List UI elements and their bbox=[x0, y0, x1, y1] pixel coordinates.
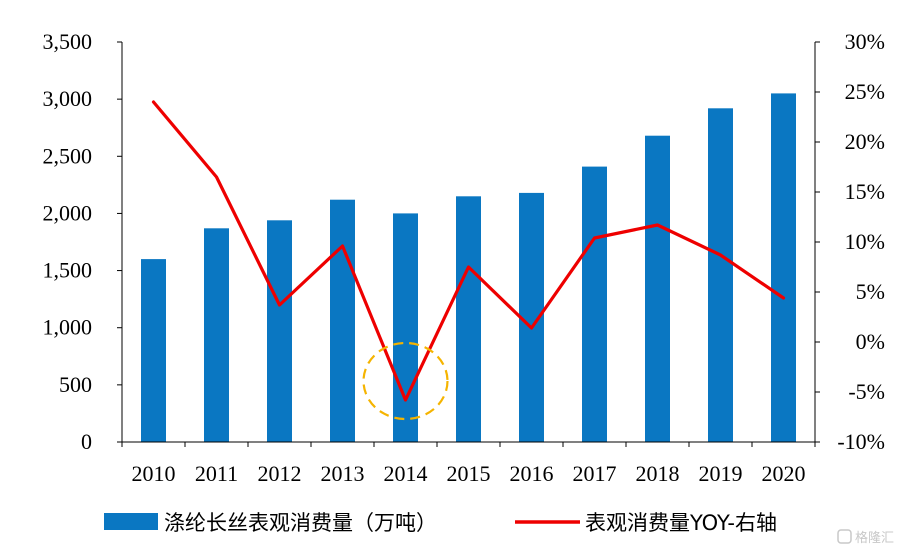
right-tick-label: -5% bbox=[848, 379, 885, 404]
left-tick-label: 1,000 bbox=[43, 315, 93, 340]
annotation-group bbox=[362, 341, 449, 421]
x-tick-label-2011: 2011 bbox=[195, 461, 238, 486]
bar-2013 bbox=[330, 199, 355, 442]
x-tick-label-2019: 2019 bbox=[699, 461, 743, 486]
right-tick-label: 10% bbox=[845, 229, 885, 254]
right-tick-label: -10% bbox=[837, 429, 885, 454]
bar-2014 bbox=[393, 213, 418, 442]
right-tick-label: 30% bbox=[845, 29, 885, 54]
legend-bar-swatch bbox=[104, 513, 158, 530]
bar-2010 bbox=[141, 259, 166, 442]
axes: 0 500 1,000 1,500 2,000 2,500 3,000 3,500 -10% -5… bbox=[43, 29, 886, 486]
bar-2018 bbox=[645, 135, 670, 442]
bar-2011 bbox=[204, 228, 229, 442]
x-tick-label-2013: 2013 bbox=[321, 461, 365, 486]
left-tick-label: 2,000 bbox=[43, 200, 93, 225]
left-tick-label: 500 bbox=[59, 372, 92, 397]
x-tick-label-2014: 2014 bbox=[384, 461, 428, 486]
x-tick-label-2017: 2017 bbox=[573, 461, 617, 486]
x-tick-label-2018: 2018 bbox=[636, 461, 680, 486]
legend-line-label: 表观消费量YOY-右轴 bbox=[585, 511, 777, 535]
left-tick-label: 3,500 bbox=[43, 29, 93, 54]
watermark-logo-icon bbox=[837, 529, 852, 544]
left-tick-label: 3,000 bbox=[43, 86, 93, 111]
watermark-text: 格隆汇 bbox=[855, 530, 894, 546]
yoy-line-group bbox=[151, 100, 786, 402]
bar-group bbox=[141, 93, 796, 443]
right-tick-label: 20% bbox=[845, 129, 885, 154]
legend-bar-label: 涤纶长丝表观消费量（万吨） bbox=[164, 511, 437, 535]
annotation-dashed-circle bbox=[362, 341, 449, 421]
left-tick-label: 2,500 bbox=[43, 143, 93, 168]
right-tick-label: 25% bbox=[845, 79, 885, 104]
bar-2015 bbox=[456, 196, 481, 442]
right-tick-label: 5% bbox=[856, 279, 885, 304]
bar-2017 bbox=[582, 166, 607, 442]
right-tick-label: 0% bbox=[856, 329, 885, 354]
bar-2019 bbox=[708, 108, 733, 443]
x-tick-label-2015: 2015 bbox=[447, 461, 491, 486]
legend: 涤纶长丝表观消费量（万吨） 表观消费量YOY-右轴 bbox=[104, 511, 777, 535]
left-tick-label: 0 bbox=[81, 429, 92, 454]
x-tick-label-2016: 2016 bbox=[510, 461, 554, 486]
bar-2020 bbox=[771, 93, 796, 443]
x-tick-label-2010: 2010 bbox=[132, 461, 176, 486]
left-tick-label: 1,500 bbox=[43, 258, 93, 283]
watermark: 格隆汇 bbox=[837, 529, 894, 546]
x-tick-label-2012: 2012 bbox=[258, 461, 302, 486]
bar-2012 bbox=[267, 220, 292, 442]
right-tick-label: 15% bbox=[845, 179, 885, 204]
x-tick-label-2020: 2020 bbox=[762, 461, 806, 486]
